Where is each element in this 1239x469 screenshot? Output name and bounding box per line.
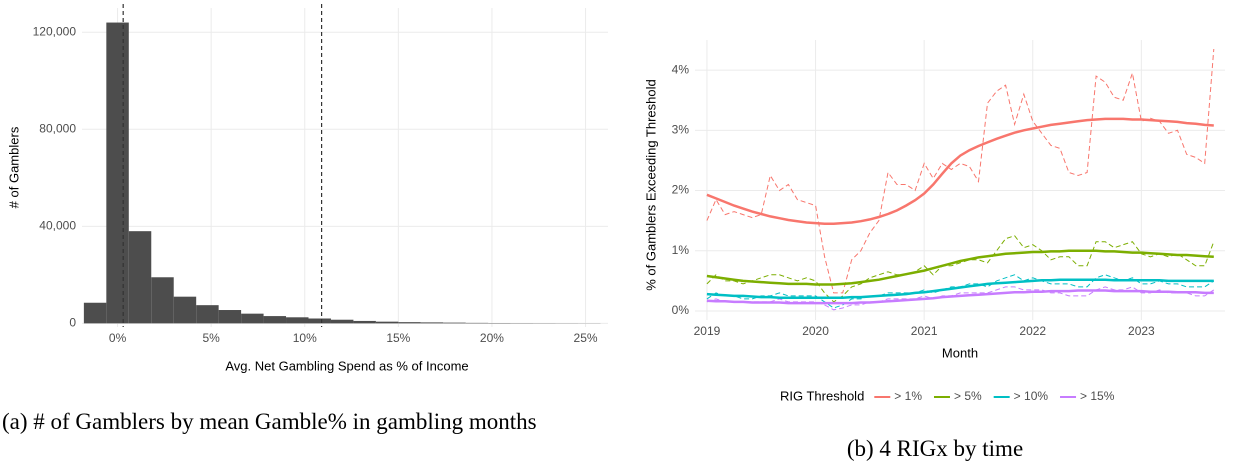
legend-label: > 5% (954, 389, 982, 403)
bar (286, 317, 309, 324)
bar (375, 321, 399, 324)
bar (128, 231, 152, 324)
bar (330, 319, 354, 324)
x-tick-label: 2019 (694, 324, 721, 338)
x-tick-label: 2022 (1019, 324, 1046, 338)
x-tick-label: 2021 (911, 324, 938, 338)
y-tick-label: 2% (672, 183, 690, 197)
raw-line (706, 235, 1215, 303)
x-tick-label: 0% (109, 331, 127, 345)
y-tick-label: 0 (69, 316, 76, 330)
x-axis-title: Month (942, 345, 978, 360)
y-tick-label: 80,000 (39, 121, 76, 135)
x-tick-label: 5% (202, 331, 220, 345)
y-axis-title: # of Gamblers (6, 126, 21, 208)
x-tick-label: 25% (574, 331, 598, 345)
x-tick-label: 15% (386, 331, 410, 345)
figure: 0 40,000 80,000 120,000 0% 5% 10% 15% 20% 25% # of… (6, 4, 1225, 403)
bar (196, 305, 219, 324)
y-axis-title: % of Gamblers Exceeding Threshold (643, 79, 658, 290)
y-tick-label: 1% (672, 243, 690, 257)
bar (443, 322, 466, 324)
x-axis-title: Avg. Net Gambling Spend as % of Income (225, 358, 468, 373)
x-tick-label: 2023 (1128, 324, 1155, 338)
x-tick-label: 20% (480, 331, 504, 345)
legend-label: > 15% (1080, 389, 1115, 403)
bar (218, 310, 242, 324)
bar (263, 316, 287, 324)
y-tick-label: 3% (672, 122, 690, 136)
legend-label: > 1% (894, 389, 922, 403)
bar (308, 318, 331, 324)
bar (241, 313, 264, 324)
caption-a: (a) # of Gamblers by mean Gamble% in gam… (2, 409, 537, 434)
caption-b: (b) 4 RIGx by time (846, 436, 1024, 461)
y-tick-label: 0% (672, 303, 690, 317)
x-tick-label: 10% (293, 331, 317, 345)
bar (353, 320, 376, 324)
bar (420, 322, 444, 324)
bar (398, 322, 421, 324)
y-tick-label: 120,000 (33, 24, 77, 38)
raw-line (706, 48, 1215, 294)
x-tick-label: 2020 (802, 324, 829, 338)
y-tick-label: 40,000 (39, 218, 76, 232)
raw-line (706, 286, 1215, 311)
smooth-line (706, 117, 1214, 225)
bar (106, 22, 129, 324)
smooth-line (706, 249, 1214, 286)
bar (173, 296, 197, 324)
smooth-line (706, 289, 1214, 305)
bar (151, 277, 174, 324)
smooth-line (706, 278, 1214, 299)
bar (83, 302, 107, 324)
legend-title: RIG Threshold (780, 388, 864, 403)
y-tick-label: 4% (672, 62, 690, 76)
legend-label: > 10% (1014, 389, 1049, 403)
